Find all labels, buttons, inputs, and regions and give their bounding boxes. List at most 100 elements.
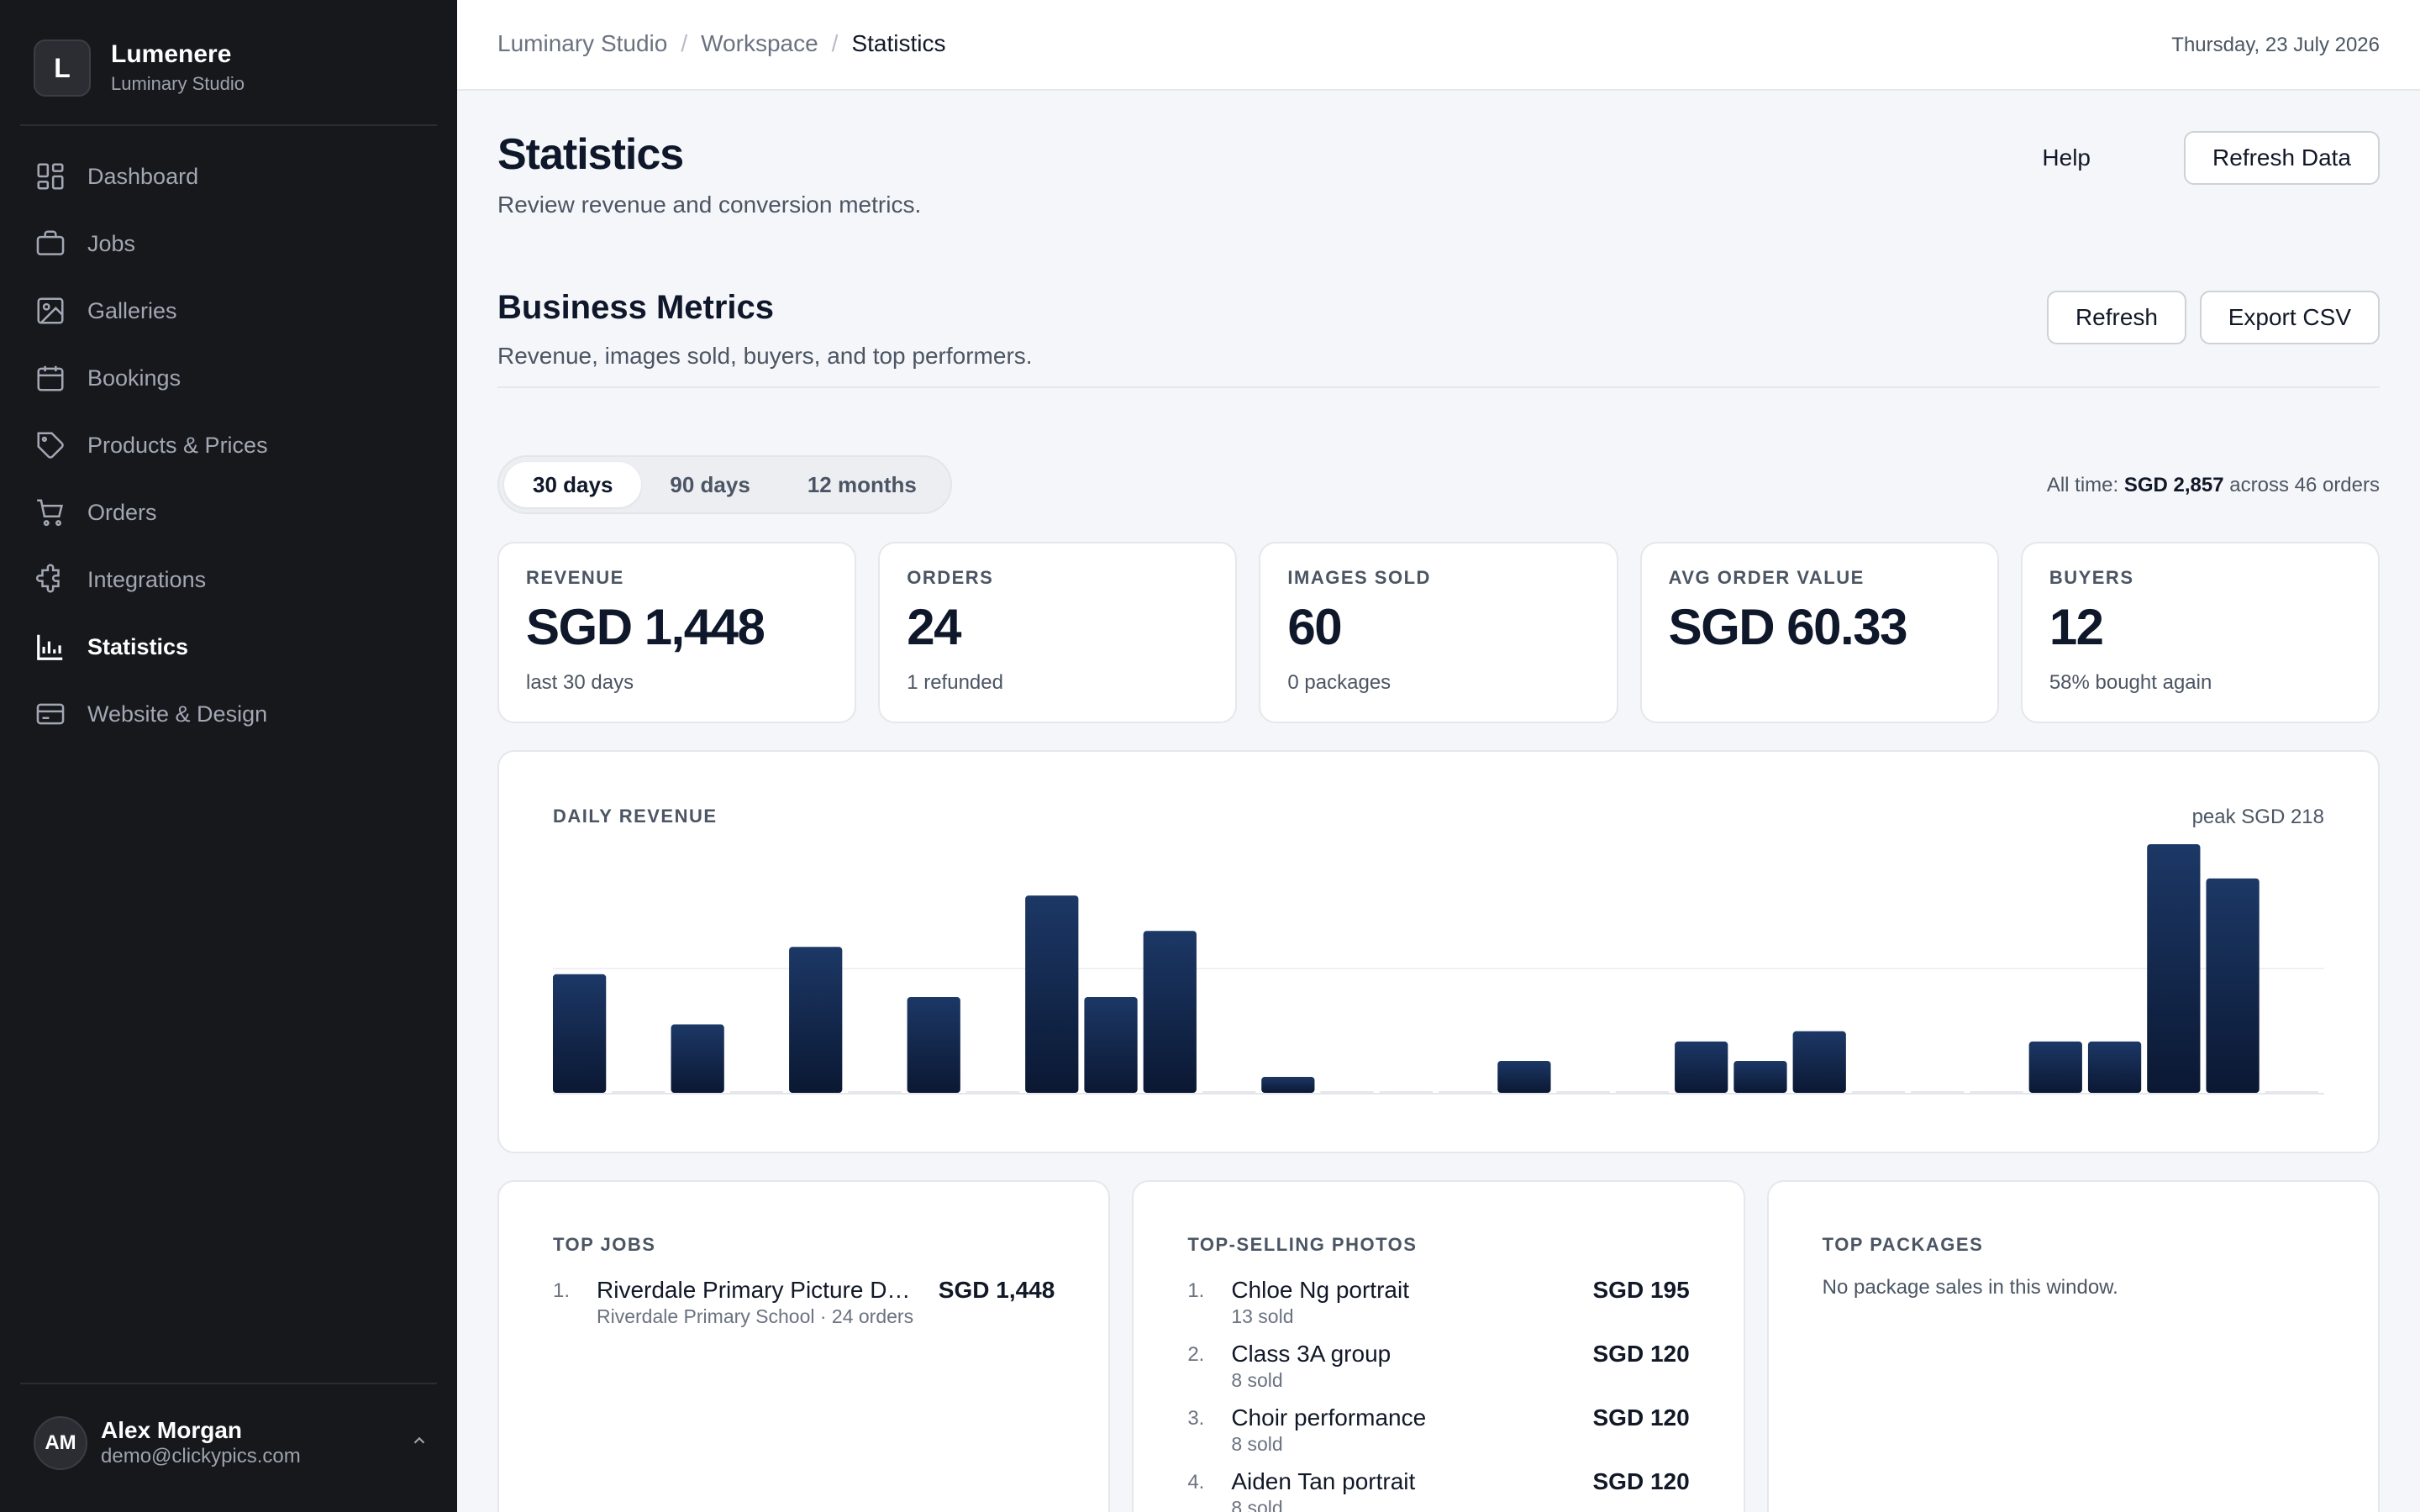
list-item-main: Chloe Ng portrait 13 sold [1231, 1276, 1577, 1328]
list-item[interactable]: 4. Aiden Tan portrait 8 sold SGD 120 [1187, 1467, 1689, 1512]
sidebar-item-label: Bookings [87, 365, 182, 391]
sidebar-item-jobs[interactable]: Jobs [0, 210, 457, 277]
chart-bar[interactable] [965, 1091, 1020, 1093]
sidebar-item-label: Orders [87, 499, 157, 525]
chart-bar[interactable] [1497, 1060, 1551, 1093]
breadcrumb-item-studio[interactable]: Luminary Studio [497, 30, 668, 56]
chart-bar[interactable] [1379, 1091, 1433, 1093]
range-option-90-days[interactable]: 90 days [670, 471, 750, 497]
page-title: Statistics [497, 130, 684, 179]
list-rank: 4. [1187, 1471, 1205, 1494]
sidebar-item-orders[interactable]: Orders [0, 479, 457, 546]
chart-bar[interactable] [1733, 1060, 1787, 1093]
stat-card-buyers: BUYERS 12 58% bought again [2020, 542, 2381, 723]
sidebar-item-label: Website & Design [87, 701, 268, 727]
chart-bar[interactable] [1439, 1091, 1492, 1093]
list-item-sub: Riverdale Primary School · 24 orders [597, 1305, 914, 1327]
all-time-prefix: All time: [2046, 474, 2119, 496]
chart-bar[interactable] [1851, 1091, 1906, 1093]
chart-bar[interactable] [789, 947, 843, 1093]
list-item-main: Aiden Tan portrait 8 sold [1231, 1467, 1577, 1512]
stat-label: BUYERS [2049, 567, 2134, 588]
sidebar-item-website-design[interactable]: Website & Design [0, 680, 457, 748]
chart-bar[interactable] [2087, 1041, 2142, 1093]
sidebar-item-label: Jobs [87, 230, 136, 256]
list-item-name: Chloe Ng portrait [1231, 1277, 1409, 1303]
topbar: Luminary Studio / Workspace / Statistics… [457, 0, 2420, 91]
list-item-main: Choir performance 8 sold [1231, 1404, 1577, 1456]
top-lists: TOP JOBS 1. Riverdale Primary Picture Da… [497, 1180, 2380, 1512]
brand[interactable]: L Lumenere Luminary Studio [34, 39, 245, 97]
chart-bar[interactable] [1556, 1091, 1610, 1093]
chart-bar[interactable] [1084, 996, 1138, 1093]
section-divider [497, 386, 2380, 388]
list-item[interactable]: 3. Choir performance 8 sold SGD 120 [1187, 1404, 1689, 1456]
stat-value: 60 [1287, 599, 1342, 655]
chart-bar[interactable] [1320, 1091, 1374, 1093]
chart-bar[interactable] [553, 974, 607, 1093]
breadcrumb-separator: / [831, 30, 839, 56]
list-item[interactable]: 1. Chloe Ng portrait 13 sold SGD 195 [1187, 1276, 1689, 1328]
breadcrumb-item-workspace[interactable]: Workspace [701, 30, 818, 56]
chart-bar[interactable] [2028, 1041, 2082, 1093]
chart-bar[interactable] [1202, 1091, 1256, 1093]
list-item-value: SGD 120 [1592, 1468, 1690, 1494]
chart-bar[interactable] [2265, 1091, 2318, 1093]
chart-bar[interactable] [848, 1091, 902, 1093]
image-icon [34, 294, 67, 328]
sidebar-item-products-prices[interactable]: Products & Prices [0, 412, 457, 479]
avatar: AM [34, 1416, 87, 1470]
chart-bar[interactable] [1675, 1041, 1728, 1093]
export-csv-button[interactable]: Export CSV [2199, 291, 2380, 344]
brand-text: Lumenere Luminary Studio [111, 39, 245, 97]
chart-bar[interactable] [1025, 895, 1079, 1093]
sidebar-item-label: Products & Prices [87, 432, 268, 458]
section-title: Business Metrics [497, 289, 775, 326]
chart-bar[interactable] [1615, 1091, 1670, 1093]
list-item[interactable]: 1. Riverdale Primary Picture Day 2026 Ri… [553, 1276, 1055, 1328]
chevron-up-icon[interactable] [410, 1431, 429, 1455]
sidebar-divider [20, 1383, 437, 1384]
chart-bar[interactable] [671, 1024, 724, 1093]
sidebar-item-statistics[interactable]: Statistics [0, 613, 457, 680]
chart-bar[interactable] [612, 1091, 666, 1093]
user-menu[interactable]: AM Alex Morgan demo@clickypics.com [34, 1416, 429, 1470]
stat-card-revenue: REVENUE SGD 1,448 last 30 days [497, 542, 857, 723]
chart-bar[interactable] [1143, 931, 1197, 1093]
list-item[interactable]: 2. Class 3A group 8 sold SGD 120 [1187, 1340, 1689, 1392]
chart-bar[interactable] [729, 1091, 784, 1093]
current-date: Thursday, 23 July 2026 [2171, 34, 2380, 56]
list-rank: 2. [1187, 1343, 1205, 1366]
help-button[interactable]: Help [2018, 131, 2114, 185]
breadcrumb-separator: / [681, 30, 688, 56]
chart-bar[interactable] [2206, 878, 2260, 1093]
range-option-12-months[interactable]: 12 months [807, 471, 917, 497]
list-item-sub: 8 sold [1231, 1433, 1283, 1455]
chart-bar[interactable] [1261, 1076, 1315, 1093]
section-subtitle: Revenue, images sold, buyers, and top pe… [497, 343, 1033, 369]
sidebar-item-galleries[interactable]: Galleries [0, 277, 457, 344]
stat-label: AVG ORDER VALUE [1668, 567, 1865, 588]
chart-bar[interactable] [2147, 844, 2201, 1093]
top-jobs-card: TOP JOBS 1. Riverdale Primary Picture Da… [497, 1180, 1111, 1512]
list-title: TOP-SELLING PHOTOS [1187, 1234, 1418, 1255]
bar-chart-icon [34, 630, 67, 664]
sidebar-item-dashboard[interactable]: Dashboard [0, 143, 457, 210]
dashboard-icon [34, 160, 67, 193]
refresh-data-button[interactable]: Refresh Data [2184, 131, 2380, 185]
credit-card-icon [34, 697, 67, 731]
refresh-button[interactable]: Refresh [2046, 291, 2186, 344]
list-title: TOP PACKAGES [1822, 1234, 1984, 1255]
chart-bar[interactable] [1792, 1031, 1846, 1093]
sidebar-item-bookings[interactable]: Bookings [0, 344, 457, 412]
chart-bar[interactable] [1970, 1091, 2023, 1093]
chart-peak: peak SGD 218 [2191, 806, 2324, 828]
range-option-30-days[interactable]: 30 days [504, 462, 642, 507]
sidebar-item-integrations[interactable]: Integrations [0, 546, 457, 613]
sidebar-item-label: Integrations [87, 566, 207, 592]
chart-bar[interactable] [1911, 1091, 1965, 1093]
top-packages-card: TOP PACKAGES No package sales in this wi… [1766, 1180, 2380, 1512]
chart-bar[interactable] [907, 996, 960, 1093]
daily-revenue-chart: DAILY REVENUE peak SGD 218 [497, 750, 2380, 1153]
sidebar-item-label: Galleries [87, 297, 177, 323]
